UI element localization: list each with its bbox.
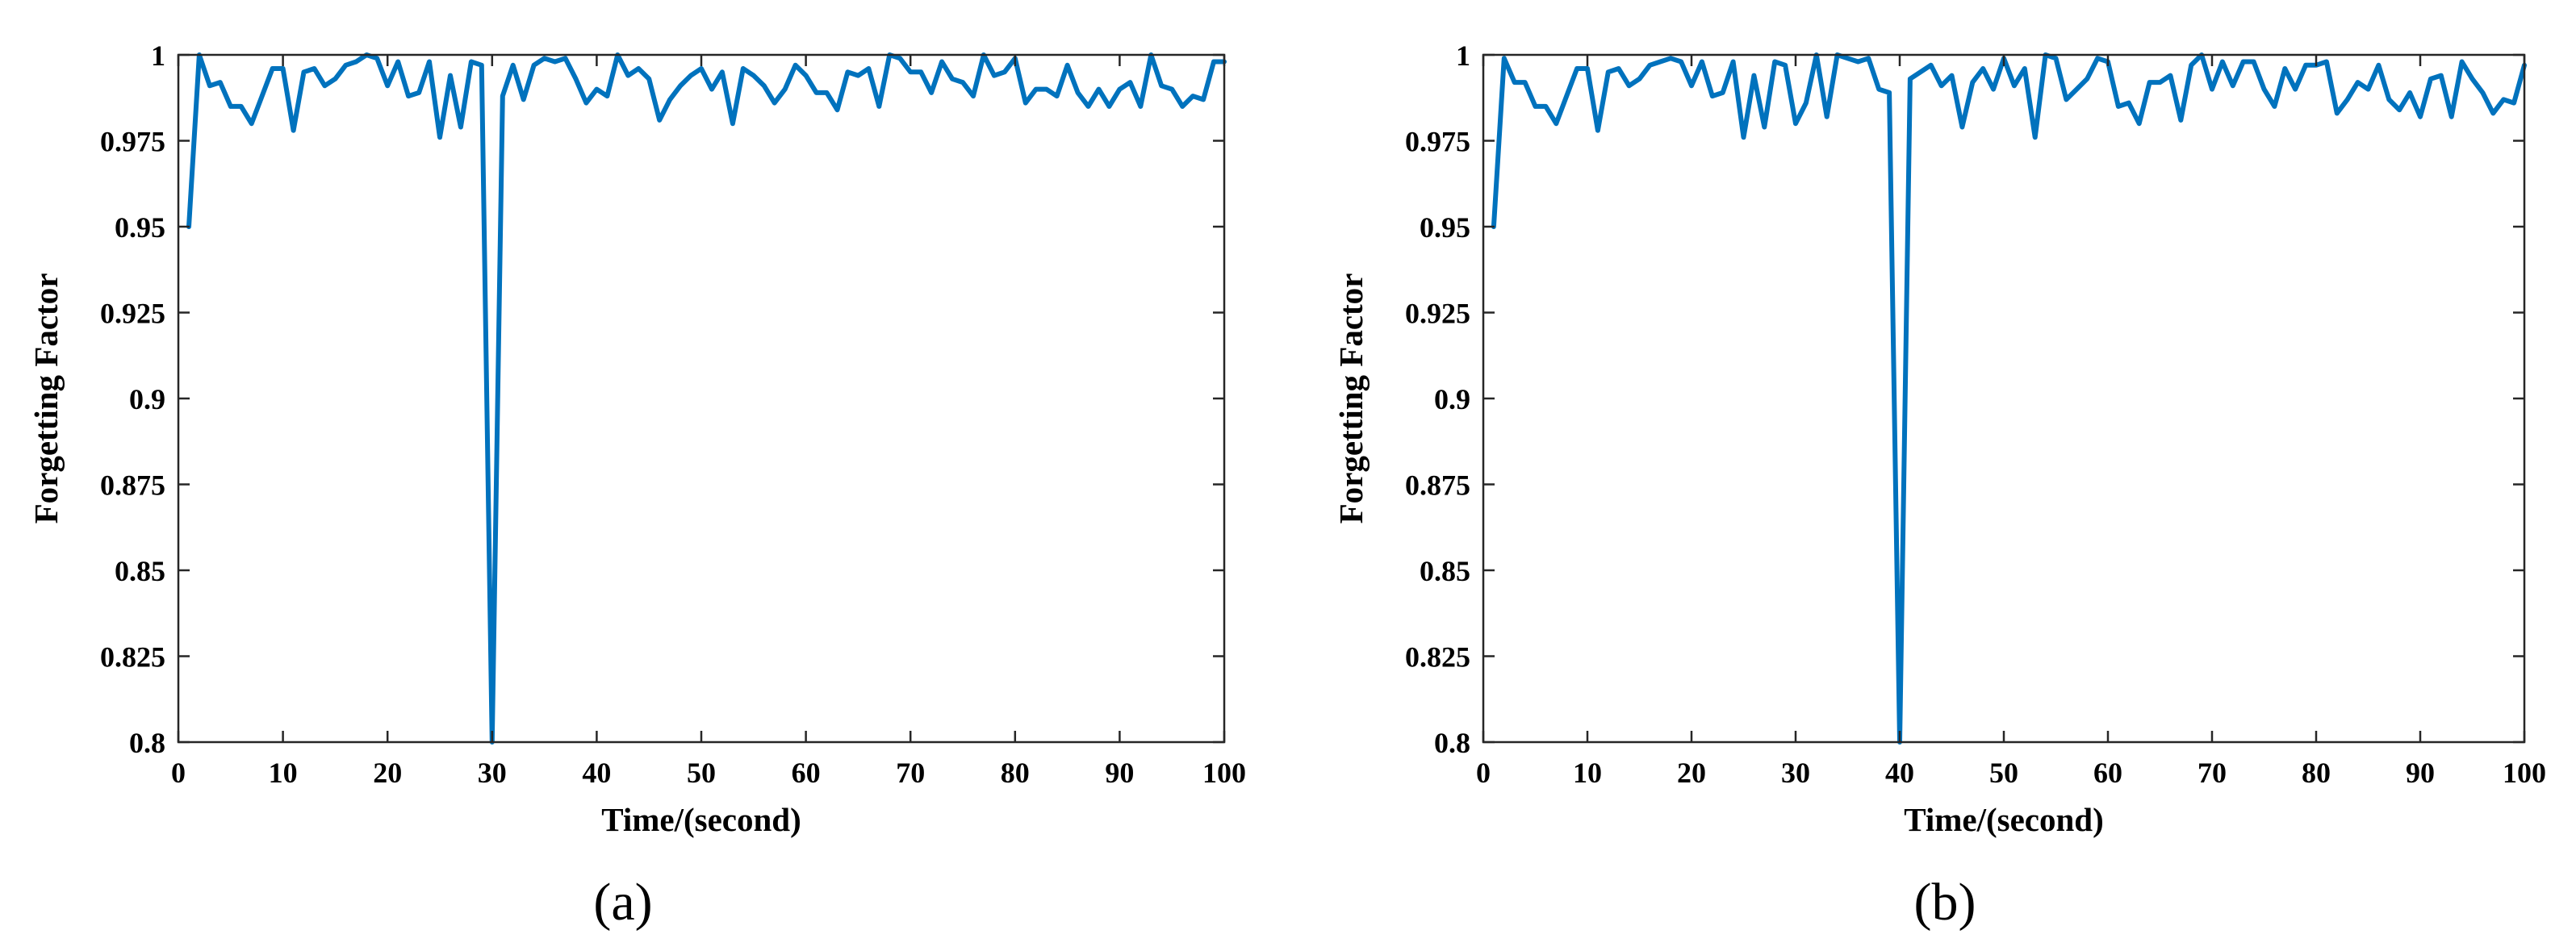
y-tick-label: 1 <box>1456 40 1470 72</box>
x-tick-label: 20 <box>1677 757 1706 789</box>
chart-panel-a: 0 10 20 30 40 50 60 70 80 90 100 0.8 0.825 0.85 0.875 0… <box>27 40 1246 932</box>
x-tick-label: 60 <box>792 757 821 789</box>
plot-frame <box>177 53 1226 744</box>
y-tick-label: 0.9 <box>1434 383 1470 415</box>
x-tick-label: 70 <box>2198 757 2227 789</box>
y-tick-label: 0.825 <box>1405 641 1470 674</box>
x-tick-label: 10 <box>1573 757 1602 789</box>
y-tick-label: 1 <box>151 40 165 72</box>
x-axis-label: Time/(second) <box>601 801 801 838</box>
y-tick-label: 0.95 <box>115 211 165 244</box>
x-tick-label: 50 <box>1989 757 2018 789</box>
x-tick-label: 0 <box>171 757 186 789</box>
y-tick-label: 0.925 <box>1405 298 1470 330</box>
x-tick-label: 80 <box>2302 757 2331 789</box>
x-tick-label: 10 <box>269 757 298 789</box>
y-tick-label: 0.875 <box>1405 469 1470 502</box>
y-axis-label: Forgetting Factor <box>1332 273 1370 524</box>
x-tick-label: 90 <box>1105 757 1134 789</box>
chart-panel-b: 0 10 20 30 40 50 60 70 80 90 100 0.8 0.825 0.85 0.875 0… <box>1332 40 2546 932</box>
y-tick-label: 0.875 <box>100 469 165 502</box>
panel-label: (b) <box>1914 873 1976 932</box>
y-tick-label: 0.9 <box>129 383 165 415</box>
x-tick-label: 20 <box>373 757 402 789</box>
x-tick-label: 50 <box>687 757 716 789</box>
panel-label: (a) <box>593 873 652 932</box>
y-tick-label: 0.925 <box>100 298 165 330</box>
y-tick-label: 0.95 <box>1420 211 1470 244</box>
y-tick-label: 0.975 <box>100 126 165 158</box>
x-tick-label: 30 <box>1781 757 1810 789</box>
series-line <box>186 52 1227 745</box>
y-tick-label: 0.8 <box>129 727 165 759</box>
y-tick-label: 0.975 <box>1405 126 1470 158</box>
x-tick-label: 70 <box>896 757 925 789</box>
y-axis-label: Forgetting Factor <box>27 273 65 524</box>
y-tick-label: 0.85 <box>1420 555 1470 587</box>
x-tick-label: 80 <box>1001 757 1030 789</box>
x-tick-label: 90 <box>2406 757 2435 789</box>
y-tick-label: 0.8 <box>1434 727 1470 759</box>
x-tick-label: 100 <box>1202 757 1246 789</box>
series-line <box>1491 52 2527 745</box>
x-tick-label: 100 <box>2503 757 2546 789</box>
x-tick-label: 40 <box>582 757 611 789</box>
x-tick-label: 0 <box>1476 757 1491 789</box>
x-tick-label: 40 <box>1885 757 1914 789</box>
x-tick-label: 30 <box>478 757 507 789</box>
x-axis-label: Time/(second) <box>1904 801 2104 838</box>
y-tick-label: 0.825 <box>100 641 165 674</box>
y-tick-label: 0.85 <box>115 555 165 587</box>
plot-frame <box>1482 53 2526 744</box>
x-tick-label: 60 <box>2093 757 2122 789</box>
